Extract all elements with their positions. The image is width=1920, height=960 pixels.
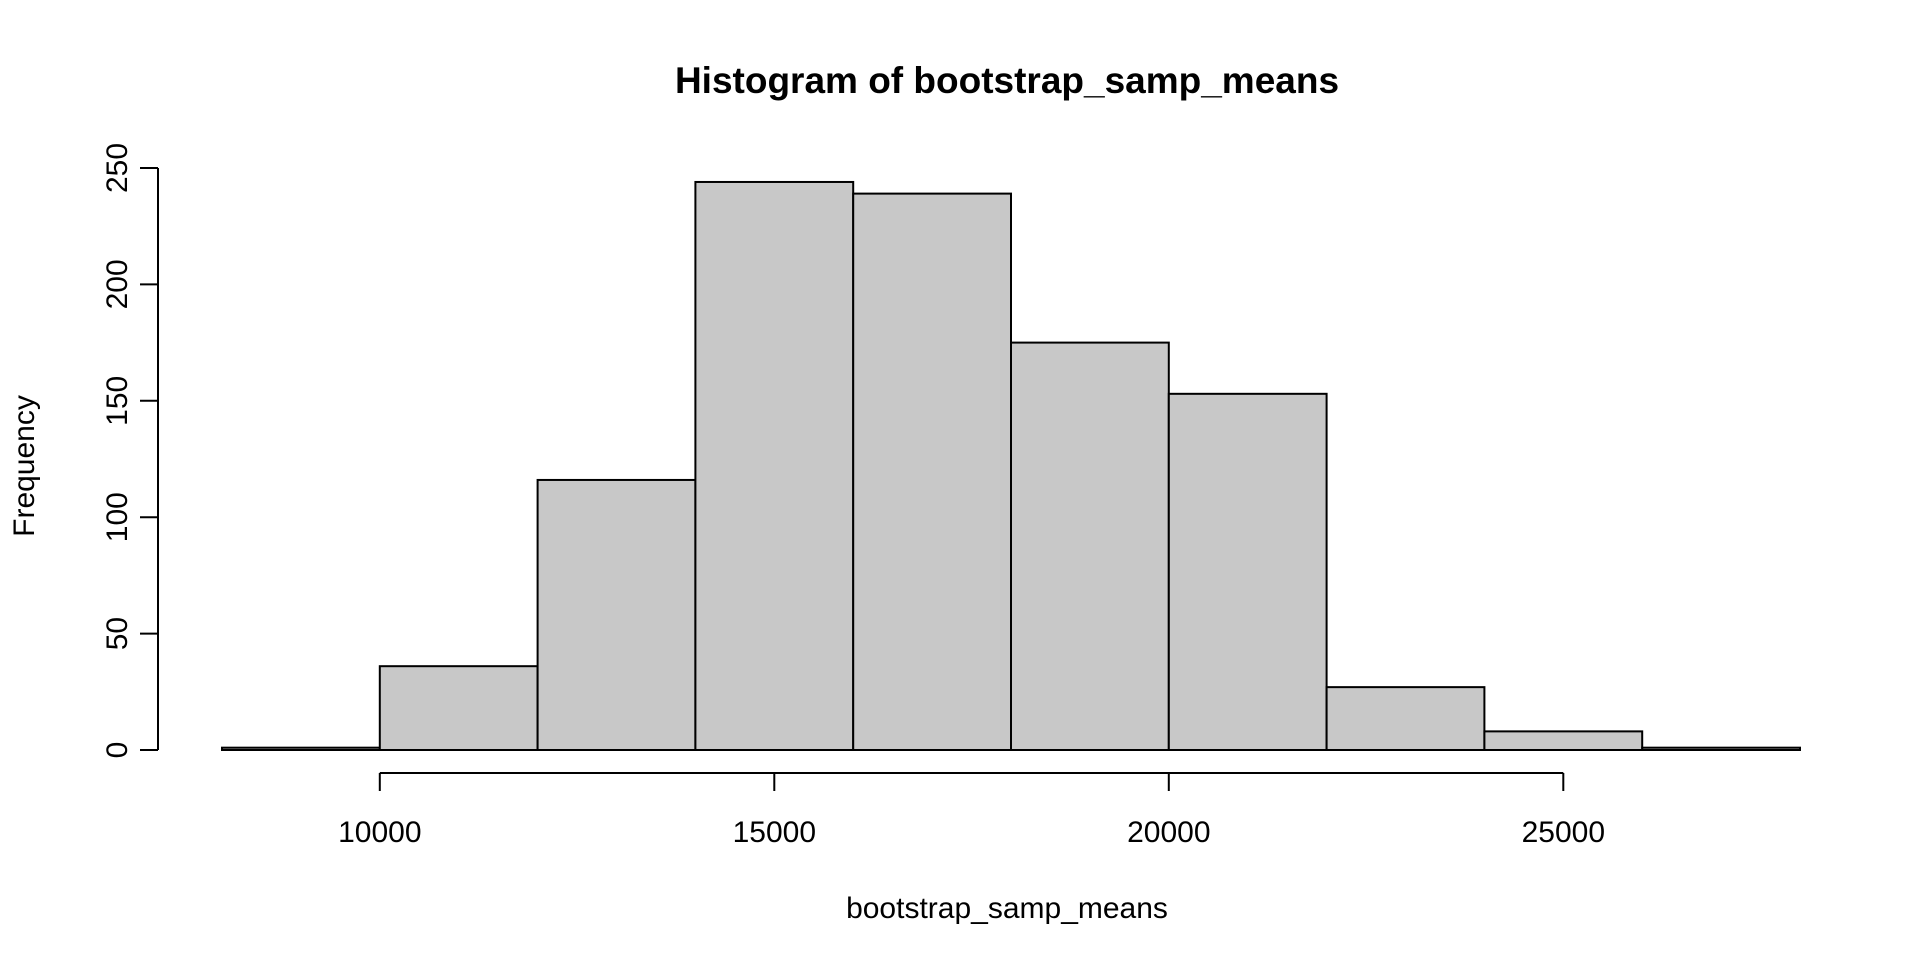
x-axis: 10000 15000 20000 25000 — [338, 772, 1605, 849]
histogram-bar-2 — [536, 478, 697, 751]
bars-group — [221, 180, 1801, 752]
x-tick-label-3: 25000 — [1522, 816, 1605, 849]
histogram-bar-9 — [1641, 746, 1801, 751]
histogram-bar-8 — [1483, 730, 1644, 751]
y-tick-label-3: 150 — [101, 376, 134, 426]
x-tick-label-2: 20000 — [1127, 816, 1210, 849]
y-tick-label-4: 200 — [101, 259, 134, 309]
histogram-bar-1 — [378, 665, 539, 752]
histogram-bar-6 — [1167, 392, 1328, 751]
y-axis: 0 50 100 150 200 250 — [101, 143, 159, 759]
x-axis-label: bootstrap_samp_means — [846, 892, 1168, 925]
histogram-bar-5 — [1010, 341, 1170, 751]
y-tick-label-0: 0 — [101, 742, 134, 759]
y-axis-label: Frequency — [8, 395, 41, 537]
histogram-bar-4 — [852, 192, 1013, 752]
histogram-bar-3 — [694, 180, 855, 751]
histogram-bar-7 — [1325, 686, 1486, 751]
x-tick-label-1: 15000 — [733, 816, 816, 849]
y-tick-label-5: 250 — [101, 143, 134, 193]
chart-title: Histogram of bootstrap_samp_means — [675, 60, 1339, 101]
y-tick-label-2: 100 — [101, 492, 134, 542]
x-tick-label-0: 10000 — [338, 816, 421, 849]
y-tick-label-1: 50 — [101, 617, 134, 650]
histogram-bar-0 — [221, 746, 381, 751]
